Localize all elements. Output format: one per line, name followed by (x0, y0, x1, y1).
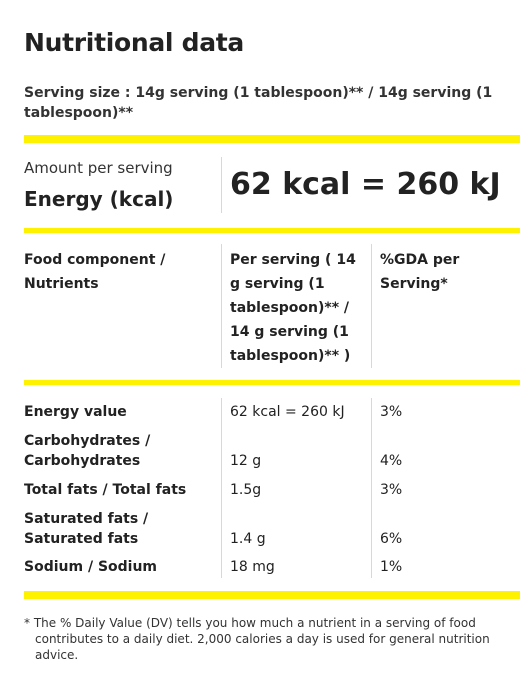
body-divider-2 (371, 398, 372, 578)
header-per-serving: Per serving ( 14 g serving (1 tablespoon… (230, 252, 356, 364)
energy-value: 62 kcal = 260 kJ (230, 167, 501, 202)
row-gda: 3% (380, 404, 403, 420)
page-title: Nutritional data (24, 28, 244, 57)
body-divider-1 (221, 398, 222, 578)
header-gda: %GDA per Serving* (380, 252, 460, 292)
top-divider-bar (24, 135, 520, 143)
energy-divider-bar (24, 228, 520, 233)
header-divider-2 (371, 244, 372, 368)
row-gda: 1% (380, 559, 403, 575)
row-name: Sodium / Sodium (24, 559, 158, 575)
row-per-serving: 1.4 g (230, 531, 266, 547)
row-gda: 6% (380, 531, 403, 547)
row-gda: 3% (380, 482, 403, 498)
serving-size: Serving size : 14g serving (1 tablespoon… (24, 85, 493, 121)
bottom-divider-bar (24, 591, 520, 599)
row-name: Saturated fats / Saturated fats (24, 511, 149, 547)
header-component: Food component / Nutrients (24, 252, 166, 292)
row-per-serving: 1.5g (230, 482, 262, 498)
row-name: Energy value (24, 404, 127, 420)
row-per-serving: 12 g (230, 453, 262, 469)
header-divider-bar (24, 380, 520, 385)
energy-divider (221, 157, 222, 213)
header-divider-1 (221, 244, 222, 368)
row-gda: 4% (380, 453, 403, 469)
row-per-serving: 18 mg (230, 559, 275, 575)
energy-label: Energy (kcal) (24, 187, 174, 211)
row-per-serving: 62 kcal = 260 kJ (230, 404, 345, 420)
row-name: Total fats / Total fats (24, 482, 187, 498)
footnote: * The % Daily Value (DV) tells you how m… (24, 616, 490, 662)
row-name: Carbohydrates / Carbohydrates (24, 433, 151, 469)
amount-per-serving-label: Amount per serving (24, 159, 173, 177)
